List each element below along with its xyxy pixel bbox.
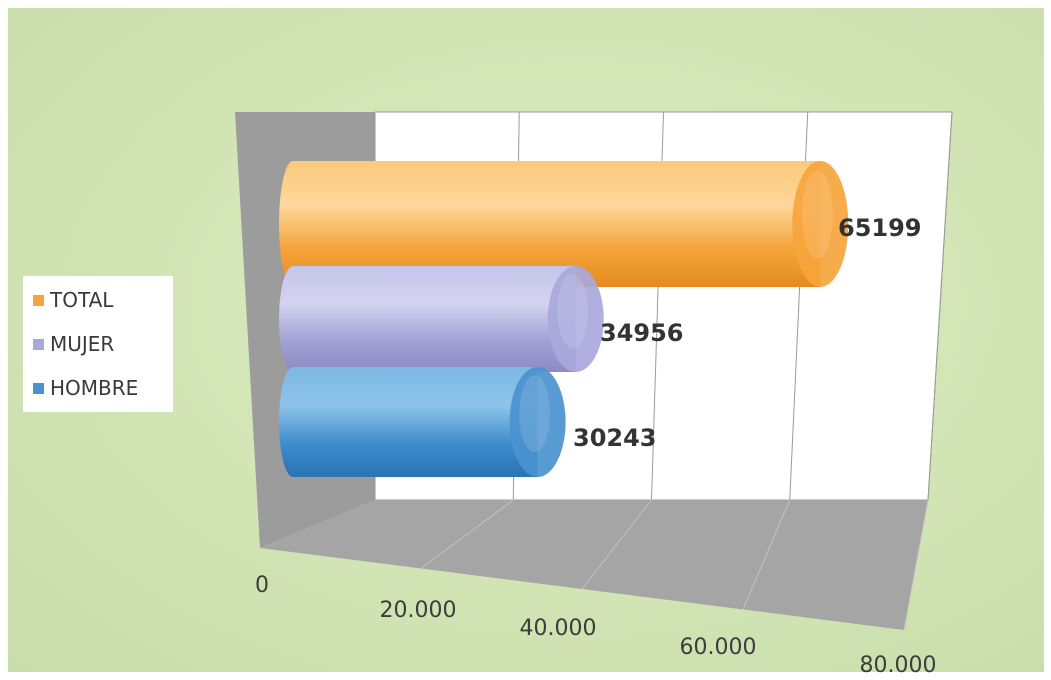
floor-grid-line — [420, 499, 514, 569]
data-label-mujer: 34956 — [600, 319, 684, 347]
x-tick-label: 60.000 — [680, 635, 757, 660]
bar-end-cap — [509, 367, 566, 477]
bar-body — [293, 266, 576, 372]
legend-item-total: TOTAL — [33, 288, 113, 312]
legend-swatch-hombre — [33, 382, 44, 394]
legend-item-mujer: MUJER — [33, 332, 114, 356]
bar-base-cap — [279, 367, 307, 477]
floor — [260, 500, 928, 630]
bar-base-cap — [279, 161, 307, 287]
legend-label-total: TOTAL — [50, 288, 114, 312]
bar-cap-highlight — [801, 170, 833, 259]
x-tick-label: 80.000 — [860, 653, 937, 678]
bar-body — [293, 367, 538, 477]
bar-cap-highlight — [519, 375, 550, 453]
data-label-hombre: 30243 — [573, 424, 657, 452]
floor-grid-line — [903, 499, 929, 631]
legend-label-hombre: HOMBRE — [50, 376, 139, 400]
bar-base-cap — [279, 266, 307, 372]
floor-grid-line — [742, 499, 791, 610]
bar-end-cap — [547, 266, 604, 372]
bar-hombre — [279, 367, 566, 477]
x-tick-label: 40.000 — [520, 616, 597, 641]
legend-label-mujer: MUJER — [50, 332, 115, 356]
legend-swatch-total — [33, 294, 44, 306]
x-tick-label: 0 — [255, 573, 269, 598]
legend-swatch-mujer — [33, 338, 44, 350]
bar-mujer — [279, 266, 604, 372]
grid-line — [927, 111, 953, 501]
bar-end-cap — [792, 161, 849, 287]
bar-cap-highlight — [557, 273, 589, 349]
legend-item-hombre: HOMBRE — [33, 376, 138, 400]
legend: TOTAL MUJER HOMBRE — [23, 276, 173, 412]
data-label-total: 65199 — [838, 214, 922, 242]
floor-grid-line — [581, 499, 652, 590]
x-tick-label: 20.000 — [380, 598, 457, 623]
